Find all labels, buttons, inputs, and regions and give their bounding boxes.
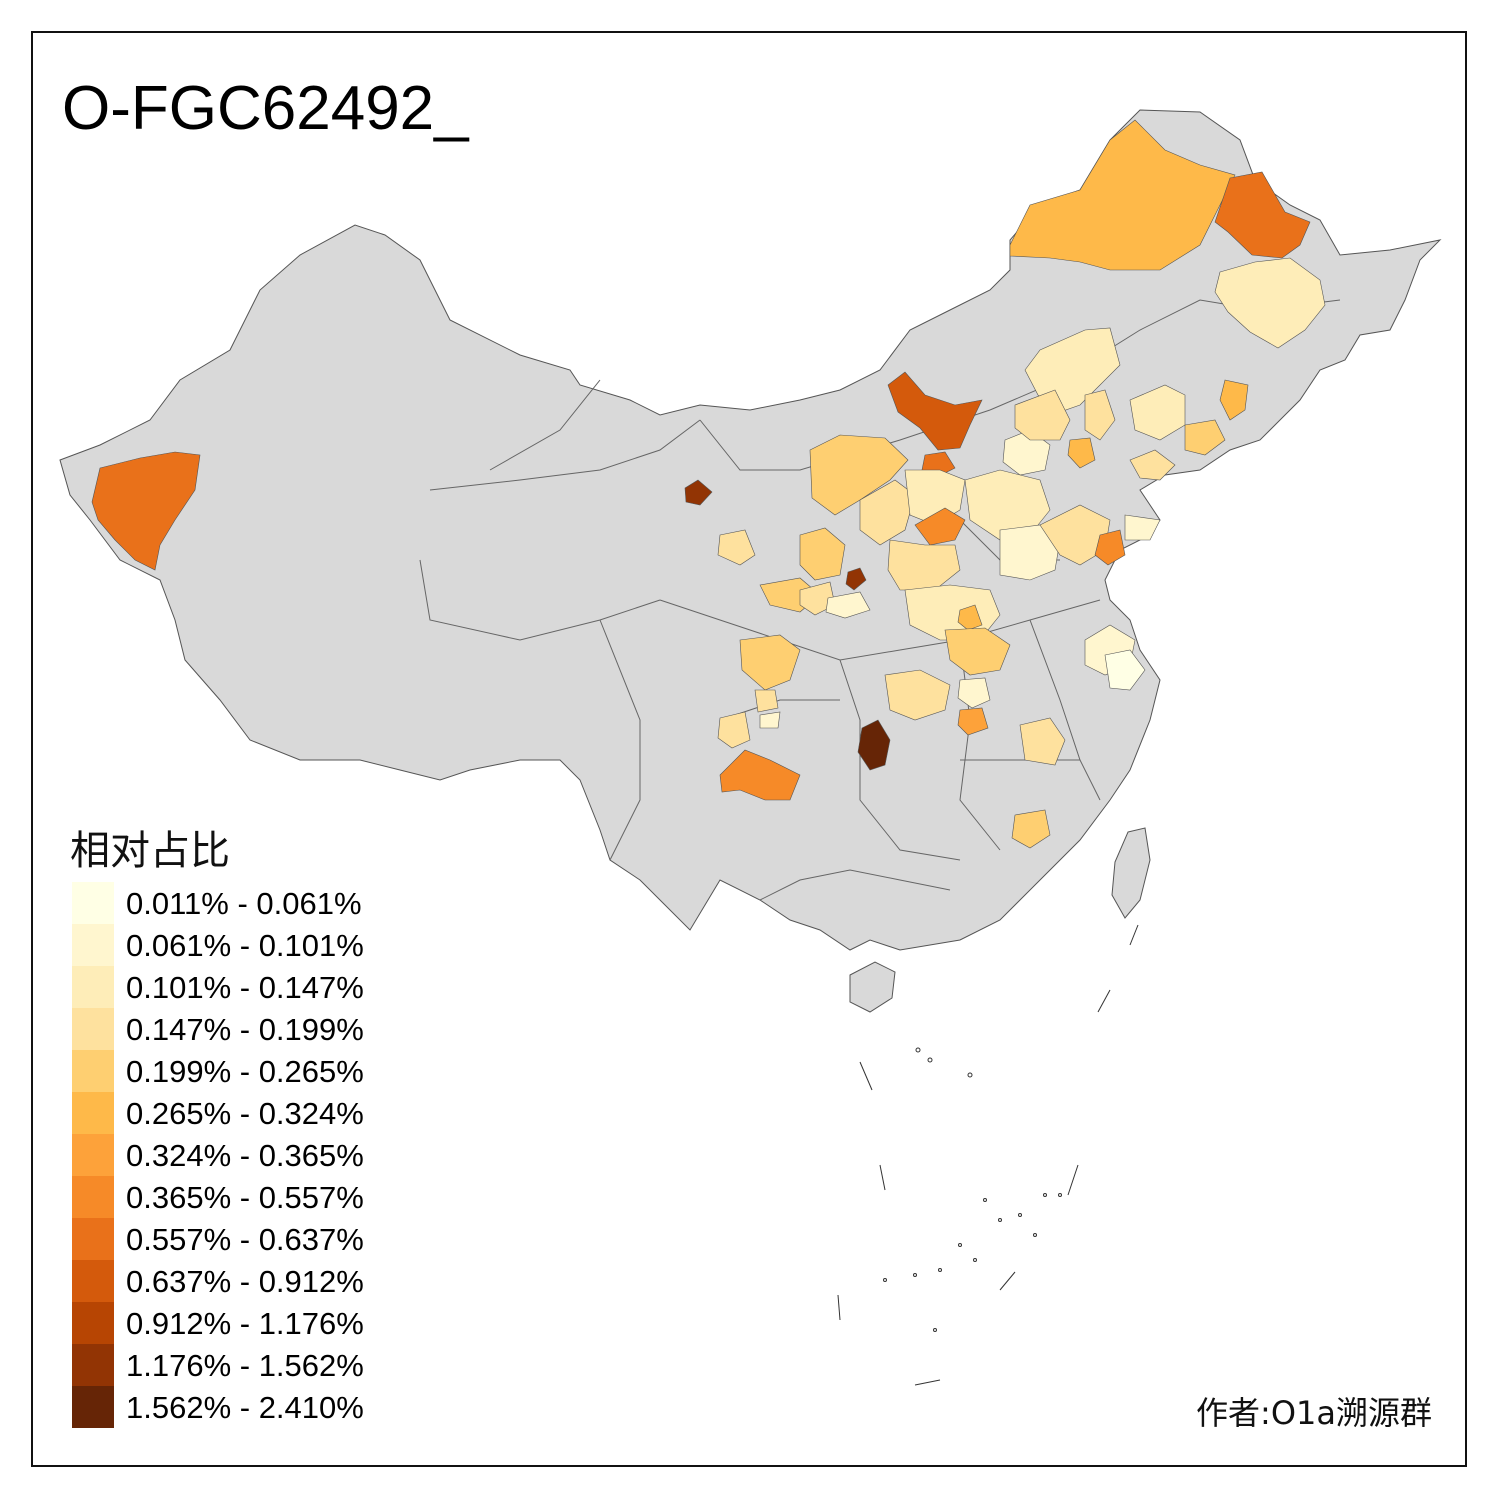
legend-label: 0.199% - 0.265% xyxy=(126,1054,364,1089)
legend-label: 0.637% - 0.912% xyxy=(126,1264,364,1299)
legend-swatch xyxy=(72,1092,114,1134)
legend-swatch xyxy=(72,1302,114,1344)
taiwan-island xyxy=(1111,827,1151,919)
region-hubei-west xyxy=(884,669,951,721)
choropleth-regions xyxy=(91,119,1326,849)
legend-label: 0.557% - 0.637% xyxy=(126,1222,364,1257)
legend: 0.011% - 0.061% 0.061% - 0.101% 0.101% -… xyxy=(72,882,412,1428)
region-sichuan-north xyxy=(739,634,801,691)
region-dalian xyxy=(1129,449,1176,481)
legend-item: 0.101% - 0.147% xyxy=(72,966,412,1008)
legend-swatch xyxy=(72,924,114,966)
region-liaoning-west xyxy=(1084,389,1116,441)
region-tangshan xyxy=(1067,437,1096,469)
legend-swatch xyxy=(72,1260,114,1302)
region-fujian xyxy=(1011,809,1051,849)
region-yueyang xyxy=(957,707,989,736)
region-wuhan xyxy=(957,677,991,709)
hainan-island xyxy=(849,961,896,1013)
region-yulin xyxy=(799,527,846,581)
region-yaan xyxy=(759,711,781,729)
legend-item: 0.637% - 0.912% xyxy=(72,1260,412,1302)
region-zhengzhou xyxy=(957,604,983,631)
region-shandong-east xyxy=(1124,514,1161,541)
region-heihe xyxy=(1214,171,1311,259)
region-yanan xyxy=(845,567,867,591)
south-china-sea-islands xyxy=(837,924,1139,1386)
base-landmass xyxy=(59,109,1442,1013)
region-ordos xyxy=(809,434,909,516)
legend-swatch xyxy=(72,1050,114,1092)
legend-label: 0.011% - 0.061% xyxy=(126,886,362,921)
legend-label: 0.265% - 0.324% xyxy=(126,1096,364,1131)
region-qingdao xyxy=(1094,529,1126,566)
region-chongqing-dark xyxy=(857,719,891,771)
region-shaanxi-north xyxy=(859,479,916,546)
legend-item: 0.557% - 0.637% xyxy=(72,1218,412,1260)
legend-label: 0.324% - 0.365% xyxy=(126,1138,364,1173)
legend-swatch xyxy=(72,1008,114,1050)
legend-item: 0.365% - 0.557% xyxy=(72,1176,412,1218)
map-title: O-FGC62492_ xyxy=(62,74,469,143)
legend-item: 1.176% - 1.562% xyxy=(72,1344,412,1386)
legend-item: 1.562% - 2.410% xyxy=(72,1386,412,1428)
legend-item: 0.011% - 0.061% xyxy=(72,882,412,924)
region-hebei xyxy=(964,469,1051,541)
region-liangshan xyxy=(719,749,801,801)
legend-swatch xyxy=(72,1176,114,1218)
legend-label: 0.912% - 1.176% xyxy=(126,1306,364,1341)
region-ganzi xyxy=(717,711,751,749)
legend-item: 0.265% - 0.324% xyxy=(72,1092,412,1134)
region-tonghua xyxy=(1219,379,1249,421)
region-chengdu xyxy=(754,689,779,713)
region-hanzhong xyxy=(799,581,836,616)
mainland-outline xyxy=(59,109,1442,951)
legend-swatch xyxy=(72,1218,114,1260)
region-yili xyxy=(91,451,201,571)
figure-frame xyxy=(31,31,1467,1467)
legend-item: 0.199% - 0.265% xyxy=(72,1050,412,1092)
legend-item: 0.324% - 0.365% xyxy=(72,1134,412,1176)
legend-label: 1.176% - 1.562% xyxy=(126,1348,364,1383)
region-alashan-dark xyxy=(684,479,713,506)
region-taiyuan xyxy=(914,507,966,546)
legend-item: 0.912% - 1.176% xyxy=(72,1302,412,1344)
region-heilongjiang-central xyxy=(1214,257,1326,349)
region-dandong xyxy=(1184,419,1226,456)
region-xian xyxy=(825,591,871,619)
legend-swatch xyxy=(72,1134,114,1176)
legend-title: 相对占比 xyxy=(70,828,230,874)
legend-swatch xyxy=(72,1386,114,1428)
legend-swatch xyxy=(72,966,114,1008)
legend-swatch xyxy=(72,1344,114,1386)
region-chengde xyxy=(1014,389,1071,441)
legend-label: 1.562% - 2.410% xyxy=(126,1390,364,1425)
legend-label: 0.365% - 0.557% xyxy=(126,1180,364,1215)
legend-item: 0.061% - 0.101% xyxy=(72,924,412,966)
legend-label: 0.147% - 0.199% xyxy=(126,1012,364,1047)
legend-item: 0.147% - 0.199% xyxy=(72,1008,412,1050)
region-shanxi-south xyxy=(887,539,961,591)
legend-label: 0.101% - 0.147% xyxy=(126,970,364,1005)
author-credit: 作者:O1a溯源群 xyxy=(1196,1394,1432,1432)
region-ulanqab xyxy=(887,371,983,451)
region-nanyang xyxy=(944,627,1011,676)
legend-swatch xyxy=(72,882,114,924)
region-jiangxi xyxy=(1019,717,1066,766)
region-nanjing xyxy=(1104,649,1146,691)
region-gansu-east xyxy=(717,529,756,566)
legend-label: 0.061% - 0.101% xyxy=(126,928,364,963)
